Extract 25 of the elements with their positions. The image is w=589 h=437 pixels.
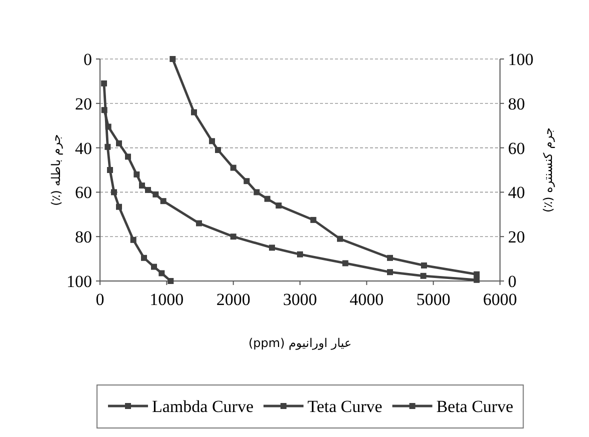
x-tick-label: 2000 [216,290,250,309]
y-tick-label: 80 [75,228,92,247]
legend-label: Beta Curve [436,397,514,416]
y-tick-label: 100 [66,272,92,291]
x-tick-label: 4000 [350,290,384,309]
x-tick-label: 0 [96,290,104,309]
x-tick-label: 6000 [483,290,517,309]
x-tick-label: 3000 [283,290,317,309]
y-tick-label: 40 [75,138,92,158]
y2-tick-label: 20 [508,228,525,247]
y-tick-label: 60 [75,183,92,202]
legend-label: Teta Curve [308,397,382,416]
y2-tick-label: 80 [508,94,525,114]
y2-tick-label: 100 [508,50,534,69]
y-axis-title: جرم باطله (٪) [49,134,63,206]
y2-tick-label: 60 [508,138,525,158]
y2-tick-label: 40 [508,183,525,202]
y2-axis-title: جرم کنسنتره (٪) [541,127,555,213]
x-axis-title: عیار اورانیوم (ppm) [248,336,352,350]
x-tick-label: 1000 [150,290,184,309]
y-tick-label: 0 [84,50,92,69]
x-tick-label: 5000 [416,290,450,309]
y2-tick-label: 0 [508,272,516,291]
y-tick-label: 20 [75,94,92,114]
legend-label: Lambda Curve [152,397,254,416]
